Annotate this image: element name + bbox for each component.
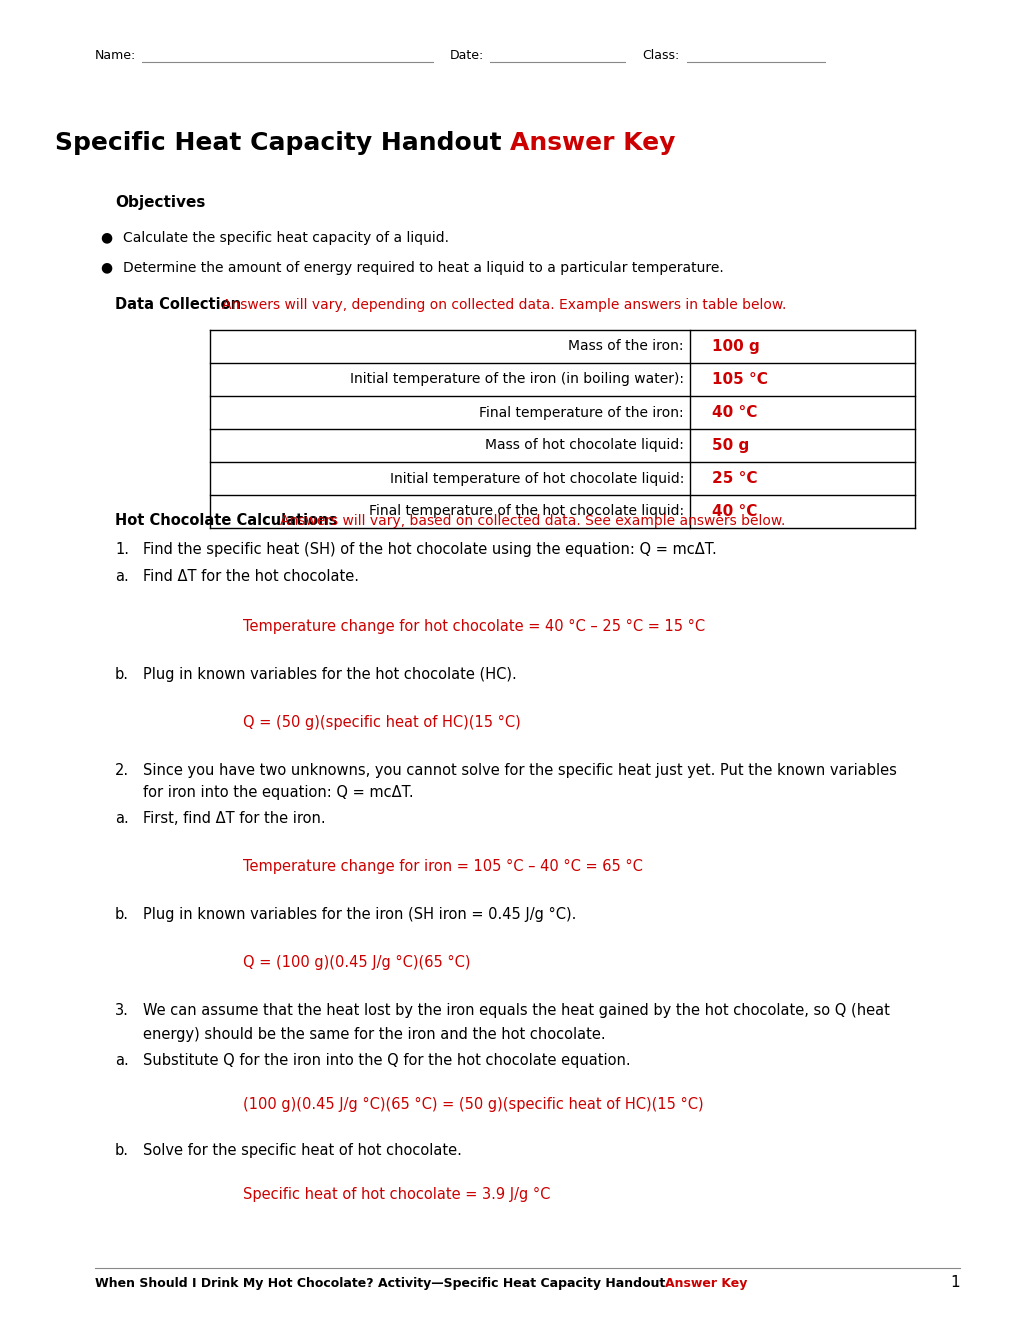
Text: Temperature change for iron = 105 °C – 40 °C = 65 °C: Temperature change for iron = 105 °C – 4…: [243, 859, 642, 874]
Text: b.: b.: [115, 907, 128, 921]
Text: Objectives: Objectives: [115, 195, 205, 210]
Text: Calculate the specific heat capacity of a liquid.: Calculate the specific heat capacity of …: [123, 231, 448, 246]
Text: ●: ●: [100, 260, 112, 275]
Text: Plug in known variables for the hot chocolate (HC).: Plug in known variables for the hot choc…: [143, 667, 517, 682]
Text: Q = (50 g)(specific heat of HC)(15 °C): Q = (50 g)(specific heat of HC)(15 °C): [243, 715, 521, 730]
Text: Since you have two unknowns, you cannot solve for the specific heat just yet. Pu: Since you have two unknowns, you cannot …: [143, 763, 896, 777]
Text: 1.: 1.: [115, 543, 128, 557]
Text: Specific Heat Capacity Handout: Specific Heat Capacity Handout: [55, 131, 510, 154]
Text: 1: 1: [950, 1275, 959, 1290]
Text: Solve for the specific heat of hot chocolate.: Solve for the specific heat of hot choco…: [143, 1143, 462, 1158]
Text: Answers will vary, based on collected data. See example answers below.: Answers will vary, based on collected da…: [280, 513, 785, 528]
Text: Answer Key: Answer Key: [510, 131, 675, 154]
Text: 2.: 2.: [115, 763, 129, 777]
Text: Initial temperature of the iron (in boiling water):: Initial temperature of the iron (in boil…: [350, 372, 684, 387]
Text: Temperature change for hot chocolate = 40 °C – 25 °C = 15 °C: Temperature change for hot chocolate = 4…: [243, 619, 704, 634]
Text: Find the specific heat (SH) of the hot chocolate using the equation: Q = mcΔT.: Find the specific heat (SH) of the hot c…: [143, 543, 716, 557]
Text: Final temperature of the iron:: Final temperature of the iron:: [479, 405, 684, 420]
Text: Class:: Class:: [641, 49, 679, 62]
Text: When Should I Drink My Hot Chocolate? Activity—Specific Heat Capacity Handout: When Should I Drink My Hot Chocolate? Ac…: [95, 1276, 668, 1290]
Text: 40 °C: 40 °C: [711, 405, 757, 420]
Text: Data Collection: Data Collection: [115, 297, 246, 312]
Text: Answer Key: Answer Key: [664, 1276, 747, 1290]
Text: Initial temperature of hot chocolate liquid:: Initial temperature of hot chocolate liq…: [389, 471, 684, 486]
Text: for iron into the equation: Q = mcΔT.: for iron into the equation: Q = mcΔT.: [143, 785, 414, 800]
Text: Final temperature of the hot chocolate liquid:: Final temperature of the hot chocolate l…: [369, 504, 684, 519]
Text: 3.: 3.: [115, 1003, 128, 1018]
Text: Q = (100 g)(0.45 J/g °C)(65 °C): Q = (100 g)(0.45 J/g °C)(65 °C): [243, 954, 470, 970]
Text: Answers will vary, depending on collected data. Example answers in table below.: Answers will vary, depending on collecte…: [222, 298, 786, 312]
Text: b.: b.: [115, 1143, 128, 1158]
Text: 40 °C: 40 °C: [711, 504, 757, 519]
Text: Plug in known variables for the iron (SH iron = 0.45 J/g °C).: Plug in known variables for the iron (SH…: [143, 907, 576, 921]
Text: We can assume that the heat lost by the iron equals the heat gained by the hot c: We can assume that the heat lost by the …: [143, 1003, 889, 1018]
Text: b.: b.: [115, 667, 128, 682]
Text: Substitute Q for the iron into the Q for the hot chocolate equation.: Substitute Q for the iron into the Q for…: [143, 1053, 630, 1068]
Text: a.: a.: [115, 569, 128, 583]
Text: First, find ΔT for the iron.: First, find ΔT for the iron.: [143, 810, 325, 826]
Text: energy) should be the same for the iron and the hot chocolate.: energy) should be the same for the iron …: [143, 1027, 605, 1041]
Text: a.: a.: [115, 1053, 128, 1068]
Text: Determine the amount of energy required to heat a liquid to a particular tempera: Determine the amount of energy required …: [123, 261, 723, 275]
Text: (100 g)(0.45 J/g °C)(65 °C) = (50 g)(specific heat of HC)(15 °C): (100 g)(0.45 J/g °C)(65 °C) = (50 g)(spe…: [243, 1097, 703, 1111]
Text: Specific heat of hot chocolate = 3.9 J/g °C: Specific heat of hot chocolate = 3.9 J/g…: [243, 1187, 550, 1203]
Text: ●: ●: [100, 230, 112, 244]
Text: a.: a.: [115, 810, 128, 826]
Text: Date:: Date:: [449, 49, 484, 62]
Text: Hot Chocolate Calculations: Hot Chocolate Calculations: [115, 513, 342, 528]
Text: 105 °C: 105 °C: [711, 372, 767, 387]
Text: Find ΔT for the hot chocolate.: Find ΔT for the hot chocolate.: [143, 569, 359, 583]
Text: Mass of the iron:: Mass of the iron:: [568, 339, 684, 354]
Text: 50 g: 50 g: [711, 438, 749, 453]
Text: Mass of hot chocolate liquid:: Mass of hot chocolate liquid:: [485, 438, 684, 453]
Text: 100 g: 100 g: [711, 339, 759, 354]
Text: 25 °C: 25 °C: [711, 471, 757, 486]
Text: Name:: Name:: [95, 49, 137, 62]
